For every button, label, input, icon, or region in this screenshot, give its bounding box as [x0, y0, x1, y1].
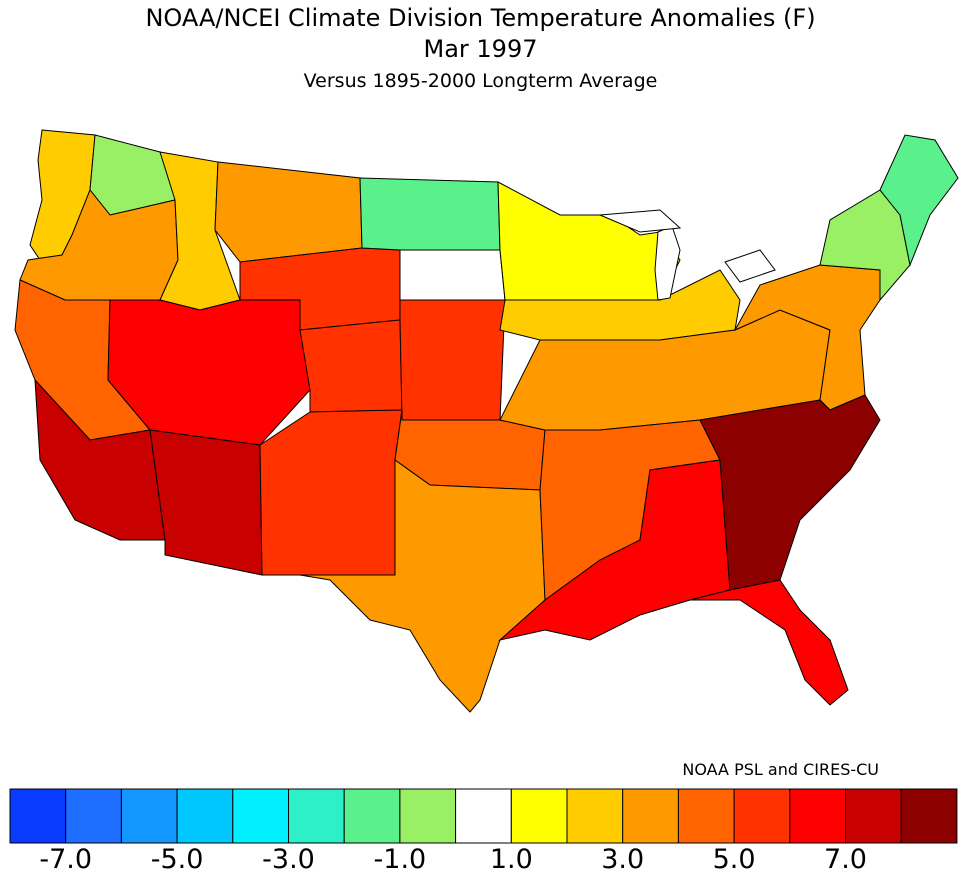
legend-swatch	[566, 788, 624, 844]
region-california-south	[34, 378, 166, 541]
region-southeast	[699, 394, 881, 591]
map-subtitle: Versus 1895-2000 Longterm Average	[303, 70, 658, 92]
map-title: NOAA/NCEI Climate Division Temperature A…	[145, 4, 816, 32]
legend-tick-label: 7.0	[824, 844, 867, 875]
legend-swatch	[120, 788, 178, 844]
legend-swatch	[733, 788, 791, 844]
region-minnesota-wisconsin	[497, 181, 681, 301]
map-month: Mar 1997	[423, 35, 538, 63]
legend-swatch	[900, 788, 958, 844]
legend-tick-label: 3.0	[601, 844, 645, 875]
region-upper-midwest	[499, 269, 741, 341]
legend-swatch	[789, 788, 846, 844]
legend-tick-label: -1.0	[373, 844, 427, 875]
region-mid-atlantic	[733, 264, 881, 411]
legend-tick-label: -5.0	[150, 844, 204, 875]
legend-swatch	[9, 788, 67, 844]
legend-tick-label: -7.0	[39, 844, 93, 875]
legend-swatch	[622, 788, 679, 844]
legend-swatch	[510, 788, 568, 844]
legend-tick-label: 1.0	[489, 844, 533, 875]
legend-swatch	[288, 788, 345, 844]
legend-tick-label: -3.0	[262, 844, 315, 875]
lake-superior	[599, 209, 682, 233]
region-florida	[689, 579, 849, 706]
legend-swatch	[455, 788, 512, 844]
legend-swatch	[232, 788, 290, 844]
legend-swatch	[677, 788, 735, 844]
legend-swatch	[65, 788, 122, 844]
legend-swatch	[399, 788, 457, 844]
lake-erie	[724, 249, 776, 283]
region-maine	[879, 134, 959, 267]
region-arizona	[149, 429, 263, 576]
legend-swatch	[176, 788, 234, 844]
legend-swatch	[343, 788, 401, 844]
legend-swatch	[845, 788, 902, 844]
legend-tick-label: 5.0	[712, 844, 756, 875]
region-layer	[14, 129, 959, 713]
credit-label: NOAA PSL and CIRES-CU	[682, 760, 879, 779]
